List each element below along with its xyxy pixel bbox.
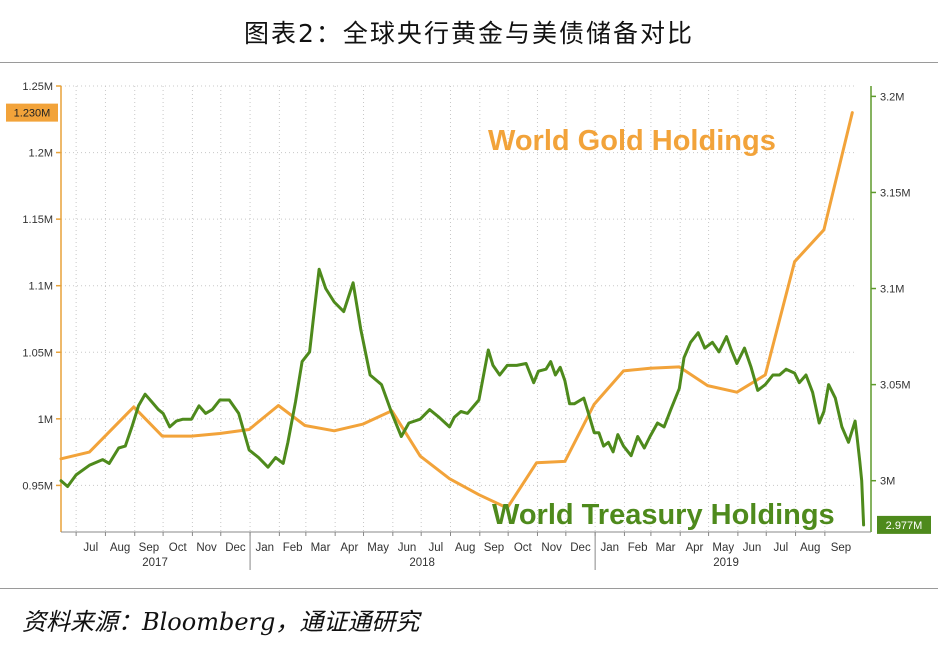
x-tick-label: Oct <box>169 542 188 554</box>
left-tick-label: 1.1M <box>29 281 53 293</box>
left-tick-label: 1.2M <box>29 148 53 160</box>
figure-title: 图表2：全球央行黄金与美债储备对比 <box>244 19 694 48</box>
x-tick-label: Sep <box>831 542 851 554</box>
right-tick-label: 3.15M <box>880 187 911 199</box>
treasury-current-value: 2.977M <box>886 520 923 532</box>
x-tick-label: Feb <box>628 542 648 554</box>
treasury-series-label: World Treasury Holdings <box>492 499 835 531</box>
treasury-holdings-line <box>59 267 866 527</box>
treasury-current-value-flag <box>877 515 931 534</box>
gold-holdings-line <box>59 111 854 510</box>
x-tick-label: Nov <box>541 542 562 554</box>
axes: 0.95M 1M 1.05M 1.1M 1.15M 1.2M 1.25M 3M 3.05M 3.1… <box>22 81 911 570</box>
x-tick-label: Oct <box>514 542 533 554</box>
right-tick-label: 3M <box>880 476 895 488</box>
gold-series-label: World Gold Holdings <box>488 125 776 157</box>
bottom-divider <box>0 588 938 589</box>
x-tick-label: Aug <box>455 542 475 554</box>
labels: World Gold Holdings World Treasury Holdin… <box>6 103 931 534</box>
x-tick-label: Sep <box>484 542 504 554</box>
x-tick-label: Apr <box>685 542 703 554</box>
x-tick-label: May <box>367 542 389 554</box>
year-label: 2019 <box>713 557 739 569</box>
x-tick-label: May <box>712 542 734 554</box>
left-tick-label: 0.95M <box>22 480 53 492</box>
year-label: 2017 <box>142 557 168 569</box>
x-tick-label: Nov <box>196 542 217 554</box>
gold-current-value-flag <box>6 103 58 122</box>
x-tick-label: Dec <box>225 542 246 554</box>
x-tick-label: Jan <box>601 542 620 554</box>
source-note: 资料来源：Bloomberg，通证通研究 <box>22 608 420 636</box>
gold-current-value: 1.230M <box>14 108 51 120</box>
right-tick-label: 3.1M <box>880 284 904 296</box>
left-tick-label: 1.15M <box>22 214 53 226</box>
x-tick-label: Aug <box>110 542 130 554</box>
grid-lines <box>61 85 857 532</box>
x-tick-label: Feb <box>283 542 303 554</box>
left-tick-label: 1M <box>38 414 53 426</box>
x-tick-label: Apr <box>340 542 358 554</box>
year-label: 2018 <box>409 557 435 569</box>
x-tick-label: Mar <box>311 542 331 554</box>
left-tick-label: 1.25M <box>22 81 53 93</box>
right-tick-label: 3.2M <box>880 91 904 103</box>
top-divider <box>0 62 938 63</box>
series-layer <box>59 111 866 527</box>
x-tick-label: Jan <box>255 542 274 554</box>
x-tick-label: Mar <box>656 542 676 554</box>
x-tick-label: Jul <box>428 542 443 554</box>
x-tick-label: Dec <box>570 542 591 554</box>
x-tick-label: Aug <box>800 542 820 554</box>
left-tick-label: 1.05M <box>22 347 53 359</box>
x-tick-label: Sep <box>139 542 159 554</box>
x-tick-label: Jun <box>743 542 762 554</box>
line-chart: 0.95M 1M 1.05M 1.1M 1.15M 1.2M 1.25M 3M 3.05M 3.1… <box>6 81 931 570</box>
right-tick-label: 3.05M <box>880 380 911 392</box>
x-tick-label: Jul <box>83 542 98 554</box>
x-tick-label: Jun <box>398 542 417 554</box>
x-tick-label: Jul <box>774 542 789 554</box>
